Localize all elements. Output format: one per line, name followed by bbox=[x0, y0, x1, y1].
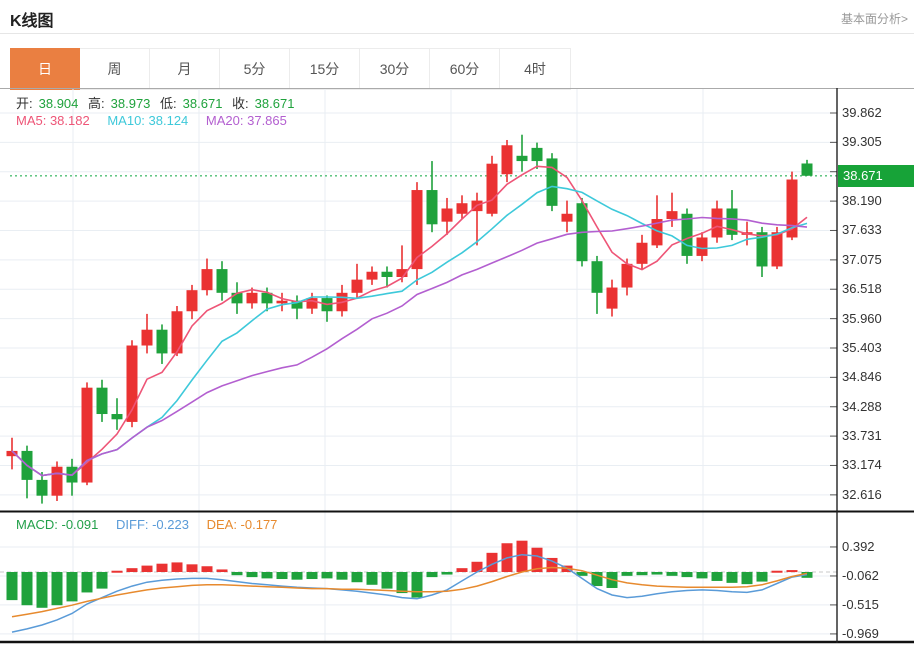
macd-axis-label: -0.969 bbox=[842, 625, 879, 641]
ma5-value: MA5: 38.182 bbox=[16, 113, 90, 128]
price-axis-label: 34.846 bbox=[842, 369, 882, 385]
ma-readout: MA5: 38.182 MA10: 38.124 MA20: 37.865 bbox=[16, 113, 301, 128]
price-axis-label: 39.862 bbox=[842, 105, 882, 120]
macd-axis-label: -0.062 bbox=[842, 567, 879, 583]
page-title: K线图 bbox=[10, 13, 54, 30]
low-label: 低: bbox=[160, 96, 177, 111]
price-axis-label: 39.305 bbox=[842, 134, 882, 150]
price-axis-label: 36.518 bbox=[842, 281, 882, 297]
tab-15分[interactable]: 15分 bbox=[290, 49, 360, 89]
page-header: K线图 基本面分析> bbox=[0, 0, 914, 34]
fundamental-analysis-link[interactable]: 基本面分析> bbox=[840, 12, 908, 26]
price-axis-label: 38.190 bbox=[842, 193, 882, 209]
price-axis-label: 33.174 bbox=[842, 457, 882, 473]
price-axis-label: 37.075 bbox=[842, 251, 882, 267]
tab-30分[interactable]: 30分 bbox=[360, 49, 430, 89]
price-axis-label: 34.288 bbox=[842, 398, 882, 414]
macd-readout: MACD: -0.091 DIFF: -0.223 DEA: -0.177 bbox=[16, 517, 291, 532]
tab-5分[interactable]: 5分 bbox=[220, 49, 290, 89]
tab-月[interactable]: 月 bbox=[150, 49, 220, 89]
open-value: 38.904 bbox=[38, 96, 79, 111]
open-label: 开: bbox=[16, 96, 33, 111]
diff-value: DIFF: -0.223 bbox=[116, 517, 189, 532]
ma10-value: MA10: 38.124 bbox=[107, 113, 189, 128]
dea-value: DEA: -0.177 bbox=[206, 517, 278, 532]
price-axis: 39.86239.30538.74838.19037.63337.07536.5… bbox=[840, 0, 914, 645]
tab-日[interactable]: 日 bbox=[10, 48, 80, 90]
close-label: 收: bbox=[232, 96, 249, 111]
high-label: 高: bbox=[88, 96, 105, 111]
price-axis-label: 32.616 bbox=[842, 486, 882, 502]
candlestick-chart[interactable] bbox=[0, 88, 914, 645]
tab-周[interactable]: 周 bbox=[80, 49, 150, 89]
macd-axis-label: -0.515 bbox=[842, 596, 879, 612]
macd-value: MACD: -0.091 bbox=[16, 517, 99, 532]
tab-60分[interactable]: 60分 bbox=[430, 49, 500, 89]
price-axis-label: 35.960 bbox=[842, 310, 882, 326]
price-axis-label: 33.731 bbox=[842, 428, 882, 444]
close-value: 38.671 bbox=[254, 96, 295, 111]
price-axis-label: 37.633 bbox=[842, 222, 882, 238]
ma20-value: MA20: 37.865 bbox=[205, 113, 287, 128]
interval-tab-bar: 日周月 5分 15分 30分 60分 4时 bbox=[10, 48, 571, 90]
macd-axis-label: 0.392 bbox=[842, 538, 875, 554]
high-value: 38.973 bbox=[110, 96, 151, 111]
last-price-badge: 38.671 bbox=[838, 165, 914, 187]
tab-4时[interactable]: 4时 bbox=[500, 49, 570, 89]
ohlc-readout: 开: 38.904 高: 38.973 低: 38.671 收: 38.671 bbox=[16, 93, 300, 112]
low-value: 38.671 bbox=[182, 96, 223, 111]
price-axis-label: 35.403 bbox=[842, 339, 882, 355]
